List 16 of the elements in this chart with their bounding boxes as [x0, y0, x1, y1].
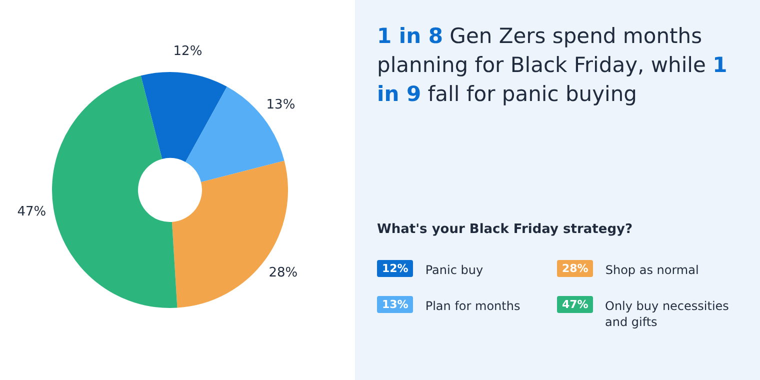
data-label: 28%: [268, 265, 298, 280]
legend-label: Plan for months: [425, 298, 520, 314]
data-label: 13%: [266, 97, 296, 112]
legend-label: Shop as normal: [605, 262, 699, 278]
chart-title: 1 in 8 Gen Zers spend months planning for Black Friday, while 1 in 9 fall for panic buying: [377, 24, 728, 106]
text: 28%: [562, 262, 588, 275]
text: 13%: [382, 298, 408, 311]
donut-slice: [140, 72, 227, 162]
donut-slice: [52, 76, 178, 308]
legend-label: Panic buy: [425, 262, 484, 278]
text: 12%: [382, 262, 408, 275]
text: What's your Black Friday strategy?: [377, 222, 633, 237]
data-label: 47%: [17, 204, 46, 220]
data-label: 12%: [173, 44, 202, 60]
legend-label: Only buy necessities and gifts: [605, 298, 730, 330]
text: 47%: [562, 298, 588, 311]
